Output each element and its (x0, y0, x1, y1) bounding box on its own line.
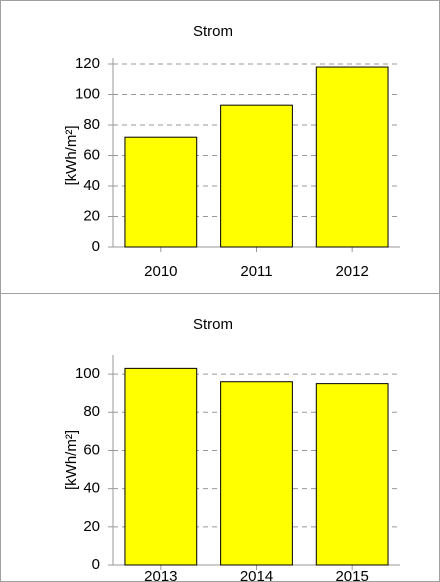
y-tick-label: 60 (83, 441, 100, 458)
y-axis-label: [kWh/m²] (63, 126, 80, 186)
y-tick-label: 0 (92, 238, 100, 255)
x-tick-label: 2011 (240, 263, 272, 280)
chart-title: Strom (193, 316, 233, 333)
y-tick-label: 0 (92, 556, 100, 573)
bar (315, 383, 389, 566)
y-tick-label: 100 (75, 85, 100, 102)
bar (124, 367, 198, 566)
y-tick-label: 80 (83, 116, 100, 133)
y-tick-label: 60 (83, 146, 100, 163)
y-tick-label: 40 (83, 177, 100, 194)
y-tick-label: 40 (83, 480, 100, 497)
bar (220, 104, 293, 248)
x-tick-label: 2012 (335, 263, 368, 280)
y-tick-label: 20 (83, 518, 100, 535)
y-axis-label: [kWh/m²] (63, 430, 80, 490)
bar (315, 66, 389, 248)
x-tick-label: 2010 (144, 263, 177, 280)
y-tick-label: 100 (75, 365, 100, 382)
y-tick-label: 120 (75, 55, 100, 72)
x-tick-label: 2015 (335, 568, 368, 582)
bar (220, 381, 293, 566)
y-tick-label: 20 (83, 207, 100, 224)
bar (124, 136, 198, 248)
x-tick-label: 2014 (240, 568, 273, 582)
chart-title: Strom (193, 23, 233, 40)
y-tick-label: 80 (83, 403, 100, 420)
x-tick-label: 2013 (144, 568, 177, 582)
